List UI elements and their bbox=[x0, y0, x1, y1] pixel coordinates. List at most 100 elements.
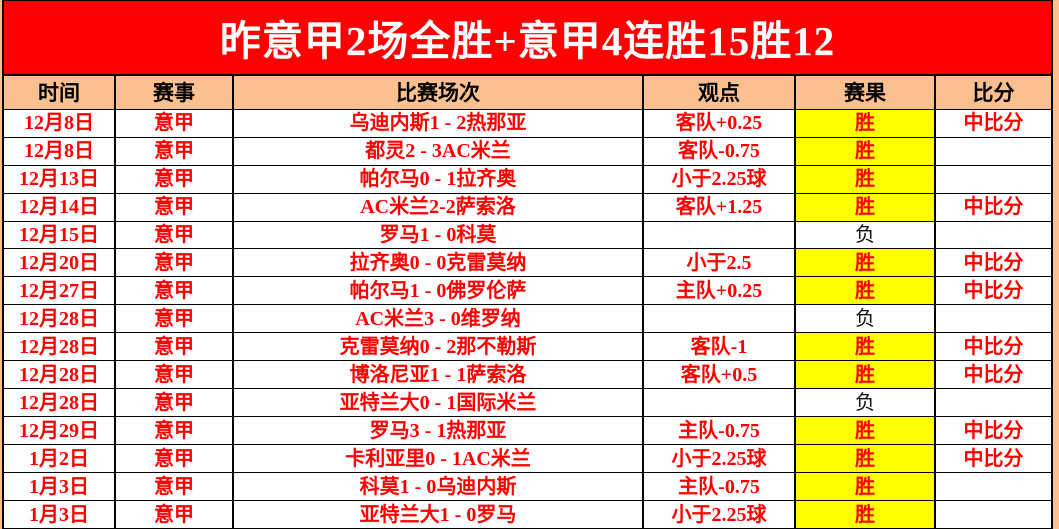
league-cell: 意甲 bbox=[114, 164, 234, 194]
score-cell bbox=[933, 304, 1054, 334]
table-row: 12月29日 意甲 罗马3 - 1热那亚 主队-0.75 胜 中比分 bbox=[2, 416, 1054, 446]
table-row: 12月8日 意甲 乌迪内斯1 - 2热那亚 客队+0.25 胜 中比分 bbox=[2, 108, 1054, 138]
date-cell: 12月29日 bbox=[2, 416, 116, 446]
result-cell: 胜 bbox=[794, 444, 936, 474]
result-cell: 负 bbox=[794, 304, 936, 334]
league-cell: 意甲 bbox=[114, 304, 234, 334]
column-header-view: 观点 bbox=[642, 74, 796, 110]
match-cell: 科莫1 - 0乌迪内斯 bbox=[232, 472, 644, 502]
table-row: 1月2日 意甲 卡利亚里0 - 1AC米兰 小于2.25球 胜 中比分 bbox=[2, 444, 1054, 474]
match-cell: 卡利亚里0 - 1AC米兰 bbox=[232, 444, 644, 474]
view-cell: 小于2.5 bbox=[642, 248, 796, 278]
table-row: 12月8日 意甲 都灵2 - 3AC米兰 客队-0.75 胜 bbox=[2, 136, 1054, 166]
date-cell: 12月28日 bbox=[2, 360, 116, 390]
column-header-match: 比赛场次 bbox=[232, 74, 644, 110]
result-cell: 胜 bbox=[794, 472, 936, 502]
match-cell: 帕尔马0 - 1拉齐奥 bbox=[232, 164, 644, 194]
date-cell: 12月28日 bbox=[2, 332, 116, 362]
score-cell: 中比分 bbox=[933, 248, 1054, 278]
match-cell: 亚特兰大1 - 0罗马 bbox=[232, 500, 644, 529]
column-header-result: 赛果 bbox=[794, 74, 936, 110]
league-cell: 意甲 bbox=[114, 220, 234, 250]
league-cell: 意甲 bbox=[114, 332, 234, 362]
match-cell: AC米兰3 - 0维罗纳 bbox=[232, 304, 644, 334]
league-cell: 意甲 bbox=[114, 416, 234, 446]
view-cell: 主队-0.75 bbox=[642, 472, 796, 502]
score-cell: 中比分 bbox=[933, 192, 1054, 222]
league-cell: 意甲 bbox=[114, 360, 234, 390]
table-body: 12月8日 意甲 乌迪内斯1 - 2热那亚 客队+0.25 胜 中比分 12月8… bbox=[2, 108, 1054, 529]
match-cell: 罗马1 - 0科莫 bbox=[232, 220, 644, 250]
table-row: 12月20日 意甲 拉齐奥0 - 0克雷莫纳 小于2.5 胜 中比分 bbox=[2, 248, 1054, 278]
table-row: 12月28日 意甲 克雷莫纳0 - 2那不勒斯 客队-1 胜 中比分 bbox=[2, 332, 1054, 362]
result-cell: 胜 bbox=[794, 360, 936, 390]
date-cell: 12月28日 bbox=[2, 304, 116, 334]
view-cell bbox=[642, 304, 796, 334]
result-cell: 胜 bbox=[794, 332, 936, 362]
result-cell: 胜 bbox=[794, 276, 936, 306]
table-row: 12月27日 意甲 帕尔马1 - 0佛罗伦萨 主队+0.25 胜 中比分 bbox=[2, 276, 1054, 306]
score-cell: 中比分 bbox=[933, 108, 1054, 138]
column-header-league: 赛事 bbox=[114, 74, 234, 110]
date-cell: 1月3日 bbox=[2, 500, 116, 529]
match-cell: 拉齐奥0 - 0克雷莫纳 bbox=[232, 248, 644, 278]
table-row: 12月28日 意甲 AC米兰3 - 0维罗纳 负 bbox=[2, 304, 1054, 334]
league-cell: 意甲 bbox=[114, 276, 234, 306]
league-cell: 意甲 bbox=[114, 192, 234, 222]
page-title: 昨意甲2场全胜+意甲4连胜15胜12 bbox=[1, 0, 1054, 76]
result-cell: 胜 bbox=[794, 164, 936, 194]
table-row: 12月28日 意甲 博洛尼亚1 - 1萨索洛 客队+0.5 胜 中比分 bbox=[2, 360, 1054, 390]
view-cell: 客队+0.5 bbox=[642, 360, 796, 390]
league-cell: 意甲 bbox=[114, 500, 234, 529]
table-row: 12月28日 意甲 亚特兰大0 - 1国际米兰 负 bbox=[2, 388, 1054, 418]
score-cell: 中比分 bbox=[933, 276, 1054, 306]
league-cell: 意甲 bbox=[114, 248, 234, 278]
match-cell: 帕尔马1 - 0佛罗伦萨 bbox=[232, 276, 644, 306]
league-cell: 意甲 bbox=[114, 136, 234, 166]
view-cell: 主队+0.25 bbox=[642, 276, 796, 306]
result-cell: 胜 bbox=[794, 500, 936, 529]
date-cell: 12月27日 bbox=[2, 276, 116, 306]
table-row: 1月3日 意甲 亚特兰大1 - 0罗马 小于2.25球 胜 bbox=[2, 500, 1054, 529]
date-cell: 1月3日 bbox=[2, 472, 116, 502]
view-cell: 客队-0.75 bbox=[642, 136, 796, 166]
title-banner: 昨意甲2场全胜+意甲4连胜15胜12 bbox=[1, 0, 1054, 76]
date-cell: 12月20日 bbox=[2, 248, 116, 278]
date-cell: 12月15日 bbox=[2, 220, 116, 250]
match-cell: 亚特兰大0 - 1国际米兰 bbox=[232, 388, 644, 418]
score-cell bbox=[933, 472, 1054, 502]
view-cell: 客队+0.25 bbox=[642, 108, 796, 138]
date-cell: 12月8日 bbox=[2, 108, 116, 138]
score-cell bbox=[933, 220, 1054, 250]
view-cell: 小于2.25球 bbox=[642, 444, 796, 474]
date-cell: 12月28日 bbox=[2, 388, 116, 418]
score-cell: 中比分 bbox=[933, 360, 1054, 390]
result-cell: 负 bbox=[794, 388, 936, 418]
league-cell: 意甲 bbox=[114, 472, 234, 502]
column-header-date: 时间 bbox=[2, 74, 116, 110]
score-cell: 中比分 bbox=[933, 416, 1054, 446]
league-cell: 意甲 bbox=[114, 444, 234, 474]
view-cell: 客队-1 bbox=[642, 332, 796, 362]
match-cell: 克雷莫纳0 - 2那不勒斯 bbox=[232, 332, 644, 362]
score-cell bbox=[933, 388, 1054, 418]
match-cell: AC米兰2-2萨索洛 bbox=[232, 192, 644, 222]
date-cell: 12月14日 bbox=[2, 192, 116, 222]
result-cell: 胜 bbox=[794, 192, 936, 222]
league-cell: 意甲 bbox=[114, 388, 234, 418]
table-header-row: 时间 赛事 比赛场次 观点 赛果 比分 bbox=[2, 74, 1054, 110]
match-cell: 乌迪内斯1 - 2热那亚 bbox=[232, 108, 644, 138]
view-cell bbox=[642, 220, 796, 250]
result-cell: 胜 bbox=[794, 248, 936, 278]
view-cell: 客队+1.25 bbox=[642, 192, 796, 222]
score-cell: 中比分 bbox=[933, 444, 1054, 474]
score-cell bbox=[933, 164, 1054, 194]
result-cell: 胜 bbox=[794, 416, 936, 446]
league-cell: 意甲 bbox=[114, 108, 234, 138]
date-cell: 12月13日 bbox=[2, 164, 116, 194]
column-header-score: 比分 bbox=[933, 74, 1054, 110]
score-cell bbox=[933, 500, 1054, 529]
score-cell bbox=[933, 136, 1054, 166]
result-cell: 胜 bbox=[794, 136, 936, 166]
